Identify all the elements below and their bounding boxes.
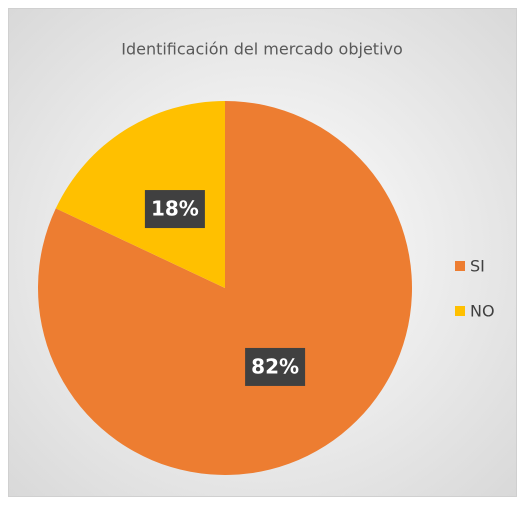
data-label: 18% xyxy=(151,197,199,221)
chart-title: Identificación del mercado objetivo xyxy=(121,40,403,59)
legend-swatch xyxy=(455,306,465,316)
legend-swatch xyxy=(455,261,465,271)
data-label-box xyxy=(144,190,205,229)
legend-label: NO xyxy=(470,302,495,321)
data-label: 82% xyxy=(251,354,299,378)
pie-slice xyxy=(55,101,226,288)
legend-label: SI xyxy=(470,257,485,276)
data-label-box xyxy=(245,347,306,386)
